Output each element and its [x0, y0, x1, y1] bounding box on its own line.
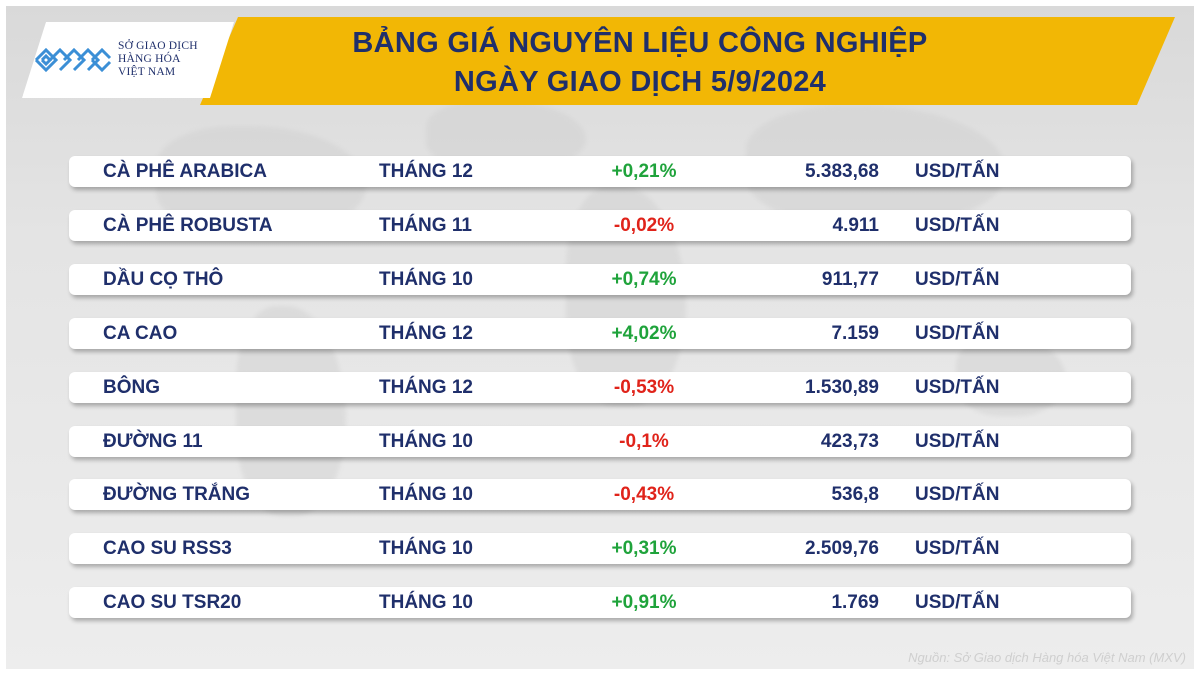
title-line-1: BẢNG GIÁ NGUYÊN LIỆU CÔNG NGHIỆP [352, 27, 928, 59]
table-row: CÀ PHÊ ROBUSTA THÁNG 11 -0,02% 4.911 USD/TẤN [69, 210, 1131, 241]
price-value: 7.159 [831, 323, 879, 344]
price-unit: USD/TẤN [915, 269, 1000, 290]
table-row: CÀ PHÊ ARABICA THÁNG 12 +0,21% 5.383,68 USD/… [69, 156, 1131, 187]
price-value: 911,77 [821, 269, 879, 290]
contract-month: THÁNG 12 [379, 161, 473, 182]
price-value: 536,8 [831, 484, 879, 505]
commodity-name: CÀ PHÊ ARABICA [103, 161, 267, 182]
price-value: 1.769 [831, 592, 879, 613]
commodity-name: CA CAO [103, 323, 178, 344]
page-title: BẢNG GIÁ NGUYÊN LIỆU CÔNG NGHIỆP NGÀY GI… [260, 24, 1020, 102]
contract-month: THÁNG 10 [379, 592, 473, 613]
contract-month: THÁNG 12 [379, 377, 473, 398]
price-unit: USD/TẤN [915, 538, 1000, 559]
commodity-name: CÀ PHÊ ROBUSTA [103, 215, 273, 236]
price-change: -0,43% [613, 484, 675, 505]
source-note: Nguồn: Sở Giao dịch Hàng hóa Việt Nam (M… [908, 650, 1186, 665]
price-unit: USD/TẤN [915, 592, 1000, 613]
contract-month: THÁNG 11 [379, 215, 472, 236]
price-change: -0,1% [619, 431, 669, 452]
price-change: +0,74% [611, 269, 677, 290]
table-row: CAO SU TSR20 THÁNG 10 +0,91% 1.769 USD/TẤN [69, 587, 1131, 618]
mxv-logo-icon [34, 47, 112, 73]
price-value: 5.383,68 [805, 161, 879, 182]
price-change: +0,21% [611, 161, 677, 182]
price-unit: USD/TẤN [915, 323, 1000, 344]
logo-line-1: SỞ GIAO DỊCH [118, 40, 198, 52]
price-unit: USD/TẤN [915, 484, 1000, 505]
price-change: +0,31% [611, 538, 677, 559]
price-change: -0,53% [613, 377, 675, 398]
price-unit: USD/TẤN [915, 377, 1000, 398]
logo-line-3: VIỆT NAM [118, 66, 176, 78]
contract-month: THÁNG 10 [379, 538, 473, 559]
table-row: ĐƯỜNG 11 THÁNG 10 -0,1% 423,73 USD/TẤN [69, 426, 1131, 457]
logo-line-2: HÀNG HÓA [118, 53, 181, 65]
commodity-name: CAO SU TSR20 [103, 592, 242, 613]
price-unit: USD/TẤN [915, 431, 1000, 452]
table-row: DẦU CỌ THÔ THÁNG 10 +0,74% 911,77 USD/TẤN [69, 264, 1131, 295]
price-value: 1.530,89 [805, 377, 879, 398]
commodity-name: DẦU CỌ THÔ [103, 269, 224, 290]
price-change: +0,91% [611, 592, 677, 613]
price-value: 423,73 [820, 431, 879, 452]
contract-month: THÁNG 10 [379, 484, 473, 505]
commodity-name: ĐƯỜNG TRẮNG [103, 484, 251, 505]
logo-text: SỞ GIAO DỊCH HÀNG HÓA VIỆT NAM [118, 40, 198, 79]
table-row: ĐƯỜNG TRẮNG THÁNG 10 -0,43% 536,8 USD/TẤN [69, 479, 1131, 510]
commodity-name: CAO SU RSS3 [103, 538, 232, 559]
price-unit: USD/TẤN [915, 215, 1000, 236]
price-change: +4,02% [611, 323, 677, 344]
price-change: -0,02% [613, 215, 675, 236]
contract-month: THÁNG 12 [379, 323, 473, 344]
table-row: CA CAO THÁNG 12 +4,02% 7.159 USD/TẤN [69, 318, 1131, 349]
price-value: 4.911 [832, 215, 880, 236]
contract-month: THÁNG 10 [379, 269, 473, 290]
price-unit: USD/TẤN [915, 161, 1000, 182]
contract-month: THÁNG 10 [379, 431, 473, 452]
commodity-name: BÔNG [103, 377, 160, 398]
commodity-name: ĐƯỜNG 11 [103, 431, 203, 452]
title-banner [200, 17, 1175, 105]
table-row: BÔNG THÁNG 12 -0,53% 1.530,89 USD/TẤN [69, 372, 1131, 403]
title-line-2: NGÀY GIAO DỊCH 5/9/2024 [453, 66, 827, 98]
price-value: 2.509,76 [805, 538, 879, 559]
table-row: CAO SU RSS3 THÁNG 10 +0,31% 2.509,76 USD/TẤN [69, 533, 1131, 564]
